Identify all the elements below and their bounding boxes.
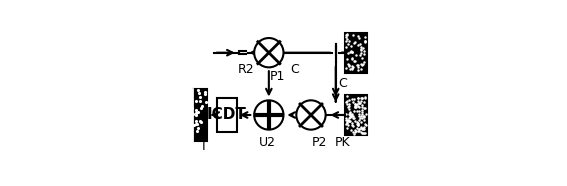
Circle shape: [297, 100, 325, 130]
Text: P1: P1: [269, 70, 285, 83]
Text: C: C: [290, 63, 299, 76]
Text: ICDT: ICDT: [207, 108, 247, 123]
Text: U2: U2: [259, 136, 276, 149]
Text: R2: R2: [238, 63, 254, 76]
Text: I: I: [202, 140, 206, 153]
Text: P2: P2: [311, 136, 327, 149]
FancyBboxPatch shape: [191, 89, 208, 141]
Text: C: C: [338, 77, 348, 90]
FancyBboxPatch shape: [345, 33, 367, 73]
Circle shape: [254, 38, 284, 67]
FancyBboxPatch shape: [345, 95, 367, 135]
Text: PK: PK: [335, 136, 351, 149]
FancyBboxPatch shape: [217, 98, 237, 132]
Circle shape: [254, 100, 284, 130]
